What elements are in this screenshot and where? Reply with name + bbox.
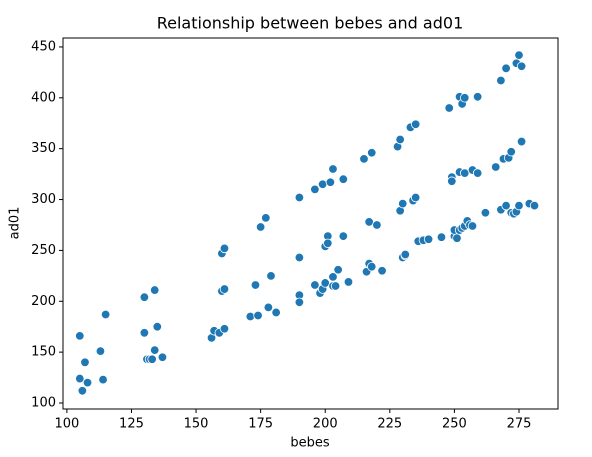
- x-tick-label: 125: [119, 417, 144, 432]
- point: [460, 93, 470, 103]
- point: [506, 147, 516, 157]
- y-tick-label: 400: [31, 90, 56, 105]
- point: [98, 374, 108, 385]
- point: [423, 234, 434, 244]
- point: [139, 292, 150, 302]
- point: [452, 233, 462, 243]
- point: [514, 200, 524, 211]
- y-tick-label: 100: [31, 395, 56, 410]
- point: [367, 148, 377, 158]
- point: [219, 324, 230, 334]
- x-axis-label: bebes: [290, 436, 330, 451]
- point: [400, 249, 411, 260]
- point: [95, 346, 106, 356]
- point: [294, 297, 305, 307]
- point: [480, 208, 491, 218]
- point: [325, 177, 336, 187]
- point: [263, 302, 274, 313]
- point: [372, 220, 382, 230]
- y-axis-label: ad01: [8, 207, 23, 240]
- point: [317, 179, 328, 189]
- point: [364, 217, 374, 227]
- point: [491, 162, 501, 172]
- point: [261, 213, 271, 223]
- point: [152, 322, 162, 332]
- point: [472, 92, 483, 102]
- point: [77, 386, 88, 396]
- point: [410, 192, 421, 203]
- point: [219, 243, 230, 254]
- y-tick-label: 150: [31, 345, 56, 360]
- point: [516, 136, 527, 147]
- point: [150, 285, 160, 295]
- y-tick-label: 450: [31, 39, 56, 54]
- point: [80, 357, 90, 368]
- point: [255, 222, 266, 232]
- x-tick-label: 150: [184, 417, 209, 432]
- point: [338, 231, 349, 241]
- x-tick-label: 250: [442, 417, 467, 432]
- point: [323, 238, 333, 248]
- x-tick-label: 175: [248, 417, 273, 432]
- chart-title: Relationship between bebes and ad01: [157, 14, 464, 33]
- point: [147, 354, 157, 364]
- point: [310, 184, 320, 195]
- point: [343, 277, 354, 287]
- point: [333, 265, 343, 275]
- point: [398, 198, 408, 209]
- point: [266, 271, 276, 281]
- point: [150, 345, 160, 355]
- point: [139, 328, 150, 338]
- x-tick-label: 275: [507, 417, 532, 432]
- x-tick-label: 200: [313, 417, 338, 432]
- point: [294, 252, 305, 263]
- point: [328, 272, 338, 282]
- point: [514, 50, 524, 60]
- point: [395, 134, 405, 145]
- y-tick-label: 200: [31, 294, 56, 309]
- point: [330, 281, 341, 291]
- point: [516, 61, 527, 71]
- point: [75, 373, 85, 384]
- point: [501, 63, 511, 74]
- point: [472, 168, 483, 178]
- point: [501, 200, 511, 211]
- point: [219, 284, 230, 294]
- point: [367, 261, 377, 272]
- point: [253, 310, 263, 321]
- point: [529, 200, 540, 211]
- y-tick-label: 250: [31, 243, 56, 258]
- point: [100, 309, 111, 320]
- point: [338, 174, 349, 184]
- point: [271, 307, 281, 318]
- point: [245, 311, 256, 322]
- point: [75, 331, 85, 341]
- point: [444, 103, 454, 113]
- point: [82, 377, 93, 388]
- point: [447, 176, 457, 186]
- point: [320, 278, 330, 288]
- x-tick-label: 225: [377, 417, 402, 432]
- point: [310, 280, 320, 290]
- point: [328, 164, 338, 174]
- point: [294, 192, 305, 203]
- x-tick-label: 100: [54, 417, 79, 432]
- point: [157, 352, 168, 362]
- y-tick-label: 300: [31, 192, 56, 207]
- point: [467, 221, 478, 231]
- point: [496, 75, 506, 86]
- point: [250, 280, 261, 290]
- point: [359, 154, 369, 164]
- point: [377, 266, 387, 276]
- point: [436, 232, 447, 242]
- point: [410, 119, 421, 129]
- y-tick-label: 350: [31, 141, 56, 156]
- point: [460, 168, 470, 178]
- plot-frame: [62, 37, 559, 410]
